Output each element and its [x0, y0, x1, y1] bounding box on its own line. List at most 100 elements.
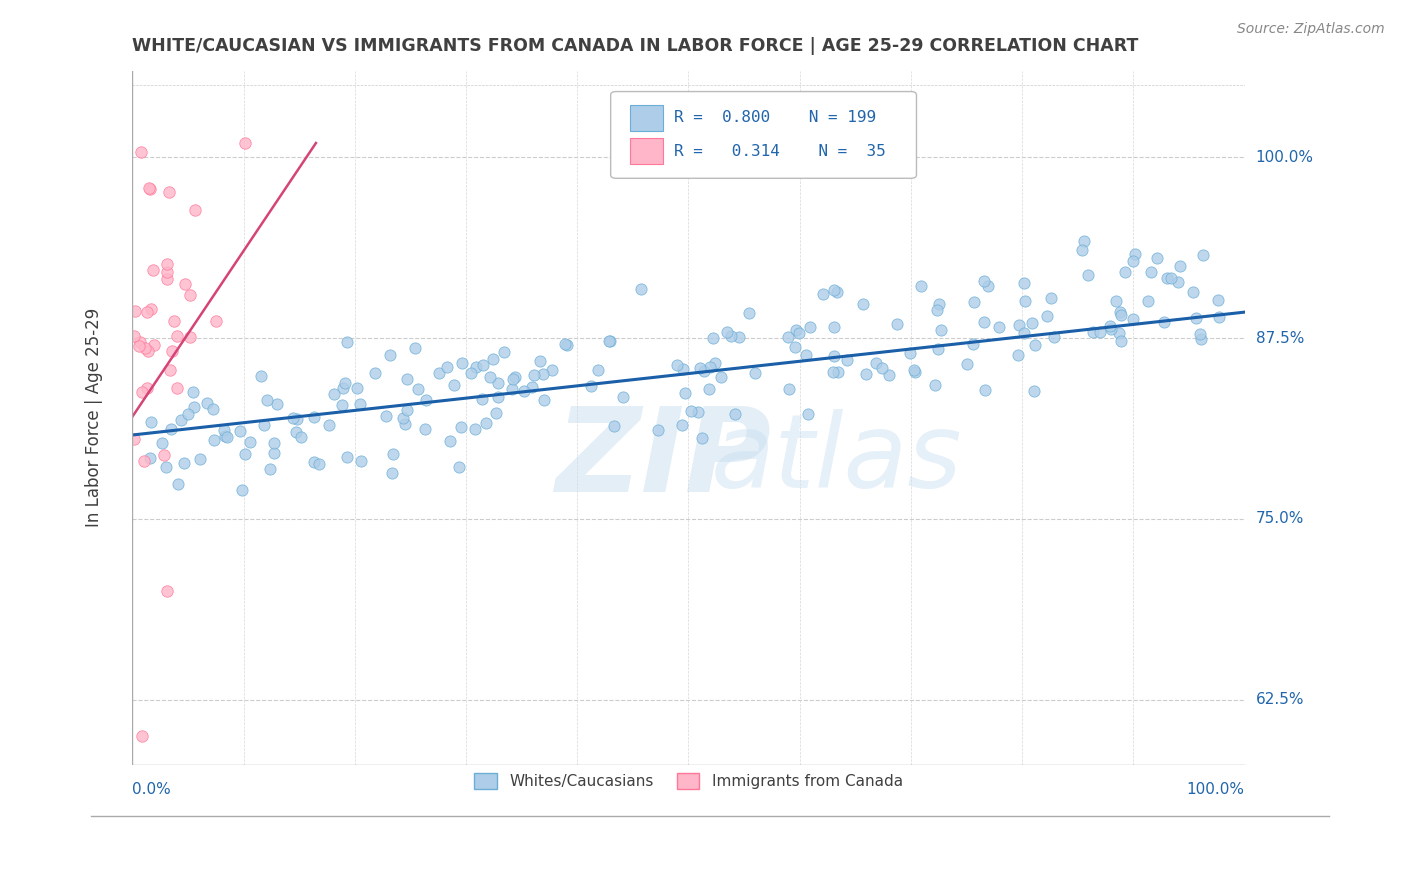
Point [284, 425, 307, 440]
Point [252, 417, 274, 432]
Point [155, 459, 177, 474]
Point [139, 301, 162, 316]
Text: 75.0%: 75.0% [1256, 511, 1303, 526]
Point [404, 341, 426, 355]
Point [501, 382, 523, 396]
Point [1109, 304, 1132, 318]
Point [464, 359, 486, 374]
Point [204, 313, 226, 327]
Point [502, 372, 524, 386]
Point [927, 342, 949, 356]
Point [1137, 294, 1160, 309]
Point [156, 272, 179, 286]
Point [131, 729, 153, 743]
Point [460, 366, 482, 380]
Point [630, 283, 652, 297]
Point [728, 329, 751, 343]
Point [1014, 277, 1036, 291]
Text: ZIP: ZIP [555, 401, 770, 516]
Point [1208, 310, 1230, 325]
Point [1012, 326, 1035, 340]
Point [413, 422, 436, 436]
Point [136, 305, 159, 319]
Point [699, 360, 721, 375]
Point [450, 420, 472, 434]
Point [449, 460, 471, 475]
Point [263, 445, 285, 459]
Point [122, 432, 145, 446]
Point [283, 411, 305, 425]
Point [139, 182, 162, 196]
Point [1160, 271, 1182, 285]
Point [1073, 234, 1095, 248]
Text: 0.0%: 0.0% [132, 782, 172, 797]
Point [1088, 325, 1111, 339]
Point [647, 423, 669, 437]
FancyBboxPatch shape [610, 92, 917, 178]
Point [821, 365, 844, 379]
Point [554, 337, 576, 351]
Point [852, 297, 875, 311]
Point [396, 402, 419, 417]
Point [166, 381, 188, 395]
Point [794, 347, 817, 361]
Point [898, 346, 921, 360]
Point [877, 368, 900, 382]
Point [138, 181, 160, 195]
Point [308, 457, 330, 471]
Text: 100.0%: 100.0% [1187, 782, 1244, 797]
Point [233, 447, 256, 461]
Point [579, 378, 602, 392]
Point [153, 448, 176, 462]
Point [381, 467, 404, 481]
Point [904, 365, 927, 379]
Point [471, 392, 494, 406]
Text: R =   0.314    N =  35: R = 0.314 N = 35 [673, 144, 886, 159]
Point [380, 347, 402, 361]
Point [903, 363, 925, 377]
Point [131, 384, 153, 399]
Point [415, 392, 437, 407]
Text: R =  0.800    N = 199: R = 0.800 N = 199 [673, 111, 876, 126]
Point [513, 384, 536, 398]
Point [704, 356, 727, 370]
Point [233, 136, 256, 150]
Point [1189, 326, 1212, 341]
Point [689, 360, 711, 375]
Point [928, 297, 950, 311]
Point [482, 351, 505, 366]
Point [173, 456, 195, 470]
Point [160, 422, 183, 436]
Point [672, 362, 695, 376]
Point [231, 483, 253, 497]
Point [533, 392, 555, 407]
Point [129, 145, 152, 159]
Point [977, 279, 1000, 293]
Point [910, 279, 932, 293]
Point [166, 476, 188, 491]
Point [531, 367, 554, 381]
Text: Source: ZipAtlas.com: Source: ZipAtlas.com [1237, 22, 1385, 37]
Point [124, 303, 146, 318]
Point [128, 339, 150, 353]
Point [290, 430, 312, 444]
Point [266, 397, 288, 411]
Point [239, 434, 262, 449]
Point [825, 285, 848, 299]
Point [1036, 309, 1059, 323]
Point [201, 402, 224, 417]
Point [479, 370, 502, 384]
Point [1008, 318, 1031, 333]
Point [1105, 293, 1128, 308]
Point [675, 385, 697, 400]
Point [486, 390, 509, 404]
Point [720, 329, 742, 343]
Point [132, 454, 155, 468]
Point [598, 334, 620, 348]
Point [724, 407, 747, 421]
Point [823, 349, 845, 363]
Point [214, 423, 236, 437]
Text: 100.0%: 100.0% [1256, 150, 1313, 165]
Point [336, 450, 359, 464]
Bar [630, 104, 662, 131]
